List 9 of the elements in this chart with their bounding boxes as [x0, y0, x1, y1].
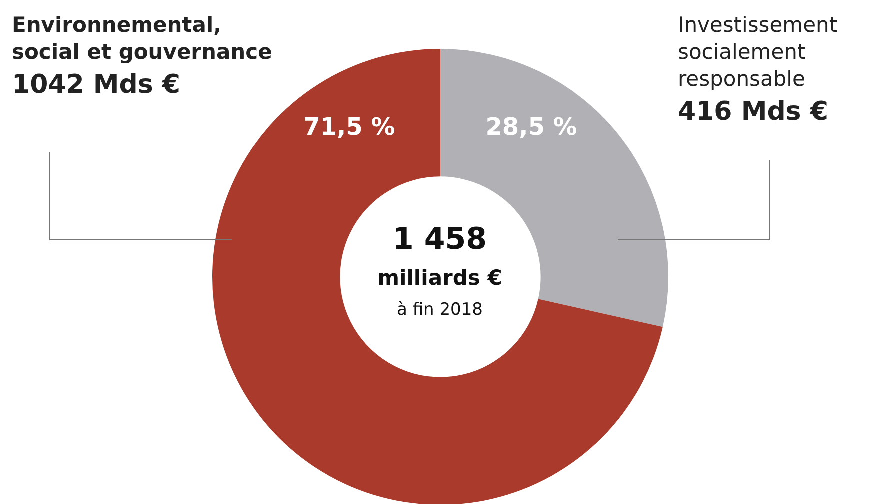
data-label: 1042 Mds €	[12, 70, 182, 100]
text: 71,5 %	[304, 112, 396, 141]
text: milliards €	[376, 266, 504, 290]
slice-label: Environnemental, social et gouvernance	[12, 12, 274, 66]
text: 1 458	[392, 222, 488, 257]
data-label: 416 Mds €	[678, 97, 830, 127]
text: 28,5 %	[486, 112, 578, 141]
slice-label: Investissement socialement responsable	[678, 12, 839, 93]
text: à fin 2018	[396, 300, 484, 320]
